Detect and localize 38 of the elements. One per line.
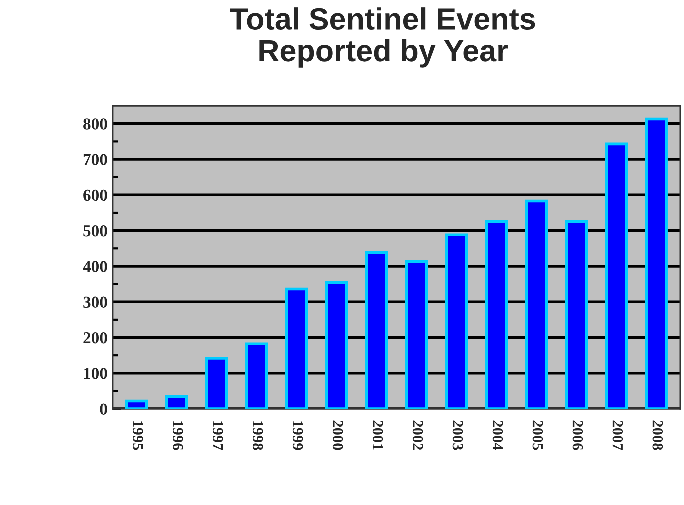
bar (325, 281, 348, 410)
x-tick-label: 2001 (372, 420, 384, 450)
bar (565, 220, 588, 410)
x-tick-label: 1999 (292, 421, 304, 450)
x-tick-label: 2005 (532, 420, 544, 450)
bar (125, 400, 148, 410)
x-tick-label: 2002 (412, 420, 424, 450)
bar (405, 260, 428, 410)
y-tick-label: 300 (84, 296, 108, 308)
bar (645, 118, 668, 410)
y-tick-label: 500 (84, 226, 108, 237)
bar (365, 252, 388, 410)
y-tick-label: 400 (83, 261, 108, 272)
y-tick-label: 700 (84, 154, 108, 166)
x-tick-label: 1995 (133, 421, 144, 450)
bar (445, 234, 468, 410)
y-tick-label: 200 (84, 332, 108, 344)
bar (205, 357, 228, 410)
y-tick-label: 0 (100, 404, 108, 415)
x-tick-label: 2007 (612, 420, 624, 450)
x-tick-label: 2004 (492, 420, 504, 450)
chart-title: Total Sentinel Events Reported by Year (230, 8, 536, 68)
bar (485, 220, 508, 410)
y-tick-label: 800 (84, 118, 108, 130)
bar (285, 288, 308, 410)
x-tick-label: 2006 (572, 420, 584, 450)
y-tick-label: 600 (84, 190, 108, 202)
x-tick-label: 1997 (212, 421, 224, 450)
bar (605, 142, 628, 410)
x-tick-label: 2000 (332, 420, 344, 450)
x-tick-label: 2003 (452, 420, 464, 450)
bar (165, 396, 188, 410)
x-tick-label: 1996 (173, 421, 184, 450)
bar (525, 200, 548, 410)
x-tick-label: 2008 (652, 420, 664, 450)
bar (245, 342, 268, 410)
x-tick-label: 1998 (252, 421, 264, 450)
y-tick-label: 100 (84, 368, 108, 380)
